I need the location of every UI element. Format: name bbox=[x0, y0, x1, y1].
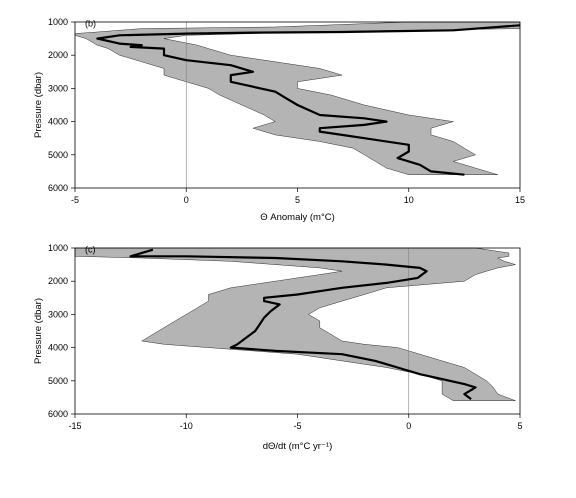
panel-c-y-tick-label: 2000 bbox=[48, 276, 68, 286]
panel-b-chart: 1000 2000 3000 4000 5000 6000 -5 0 5 10 15 (b) Θ … bbox=[33, 17, 525, 223]
panel-c-label: (c) bbox=[85, 244, 96, 254]
panel-c-x-tick-label: -5 bbox=[293, 421, 301, 431]
panel-b-y-tick-label: 1000 bbox=[48, 17, 68, 27]
panel-b-label: (b) bbox=[85, 18, 96, 28]
panel-b-y-axis: 1000 2000 3000 4000 5000 6000 bbox=[48, 17, 75, 193]
panel-b-x-axis: -5 0 5 10 15 bbox=[71, 188, 525, 205]
panel-b-y-tick-label: 4000 bbox=[48, 117, 68, 127]
panel-c-y-tick-label: 4000 bbox=[48, 343, 68, 353]
panel-c-x-tick-label: 5 bbox=[517, 421, 522, 431]
panel-b-x-tick-label: -5 bbox=[71, 195, 79, 205]
panel-b-x-tick-label: 0 bbox=[184, 195, 189, 205]
panel-c-x-axis-title: dΘ/dt (m°C yr⁻¹) bbox=[263, 441, 333, 452]
panel-c-x-axis: -15 -10 -5 0 5 bbox=[68, 414, 523, 431]
panel-b-y-axis-title: Pressure (dbar) bbox=[33, 72, 44, 138]
panel-c-y-axis: 1000 2000 3000 4000 5000 6000 bbox=[48, 243, 75, 419]
panel-c-y-tick-label: 3000 bbox=[48, 309, 68, 319]
panel-b-y-tick-label: 3000 bbox=[48, 83, 68, 93]
panel-c-y-axis-title: Pressure (dbar) bbox=[33, 298, 44, 364]
panel-b-x-axis-title: Θ Anomaly (m°C) bbox=[260, 212, 335, 223]
panel-c-y-tick-label: 6000 bbox=[48, 409, 68, 419]
panel-c-x-tick-label: 0 bbox=[406, 421, 411, 431]
panel-c-uncertainty-band bbox=[74, 247, 516, 401]
panel-b-x-tick-label: 15 bbox=[515, 195, 525, 205]
panel-c-mean-profile-line bbox=[129, 248, 477, 400]
panel-c-x-tick-label: -10 bbox=[180, 421, 193, 431]
panel-b-x-tick-label: 5 bbox=[295, 195, 300, 205]
panel-b-y-tick-label: 2000 bbox=[48, 50, 68, 60]
panel-c-y-tick-label: 1000 bbox=[48, 243, 68, 253]
panel-b-y-tick-label: 6000 bbox=[48, 183, 68, 193]
panel-b-mean-profile-line bbox=[96, 24, 521, 176]
panel-b-x-tick-label: 10 bbox=[404, 195, 414, 205]
panel-c-y-tick-label: 5000 bbox=[48, 376, 68, 386]
panel-c-x-tick-label: -15 bbox=[68, 421, 81, 431]
panel-b-y-tick-label: 5000 bbox=[48, 150, 68, 160]
